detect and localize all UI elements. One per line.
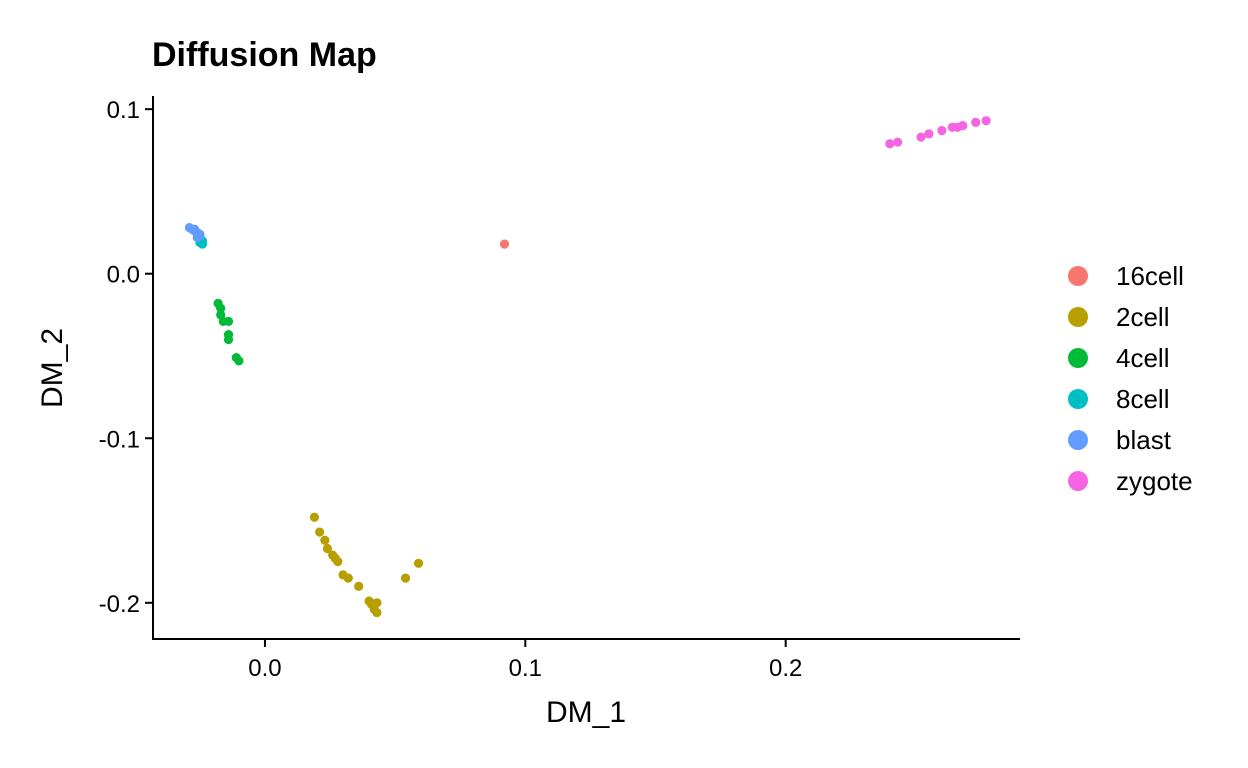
data-point <box>320 535 330 545</box>
x-tick-label: 0.1 <box>509 655 542 682</box>
data-point <box>372 598 382 608</box>
data-point <box>343 573 353 583</box>
chart-title: Diffusion Map <box>152 36 377 74</box>
legend-key <box>1068 307 1088 327</box>
data-point <box>223 334 234 345</box>
legend-item-8cell: 8cell <box>1068 384 1169 414</box>
legend-item-blast: blast <box>1068 425 1172 455</box>
y-tick-label: 0.1 <box>107 97 140 124</box>
data-point <box>309 512 320 522</box>
data-point <box>893 137 903 147</box>
x-tick-label: 0.2 <box>769 655 802 682</box>
legend-label: 4cell <box>1116 343 1169 373</box>
data-point <box>924 129 934 139</box>
legend-item-16cell: 16cell <box>1068 261 1184 291</box>
data-point <box>333 557 343 567</box>
plot-area <box>184 116 991 618</box>
legend-key <box>1068 430 1088 450</box>
legend-key <box>1068 266 1088 286</box>
data-point <box>223 316 234 327</box>
data-point <box>372 608 382 618</box>
legend-item-4cell: 4cell <box>1068 343 1169 373</box>
data-point <box>315 527 325 537</box>
series-2cell <box>309 512 424 618</box>
data-point <box>216 303 226 313</box>
data-point <box>958 121 968 131</box>
legend-item-2cell: 2cell <box>1068 302 1169 332</box>
legend-label: 8cell <box>1116 384 1169 414</box>
data-point <box>413 558 424 568</box>
data-point <box>885 139 895 149</box>
data-point <box>937 125 947 136</box>
y-tick-label: -0.1 <box>99 426 140 453</box>
data-point <box>192 232 202 243</box>
data-point <box>981 116 991 126</box>
series-zygote <box>885 116 991 149</box>
x-axis: 0.0 0.1 0.2 <box>152 638 1020 682</box>
series-16cell <box>499 239 510 249</box>
data-point <box>197 239 208 249</box>
data-point <box>234 356 244 366</box>
data-point <box>322 543 333 554</box>
series-4cell <box>213 298 244 366</box>
y-tick-label: 0.0 <box>107 262 140 289</box>
legend-key <box>1068 348 1088 368</box>
data-point <box>499 239 510 249</box>
legend-label: 2cell <box>1116 302 1169 332</box>
data-point <box>354 581 364 591</box>
legend-label: blast <box>1116 425 1172 455</box>
y-axis: 0.1 0.0 -0.1 -0.2 <box>99 96 154 640</box>
legend-item-zygote: zygote <box>1068 466 1193 496</box>
data-point <box>400 573 411 583</box>
x-tick-label: 0.0 <box>248 655 281 682</box>
legend: 16cell 2cell 4cell 8cell blast zygote <box>1068 261 1193 496</box>
data-point <box>971 117 981 127</box>
series-blast <box>184 223 205 243</box>
legend-label: zygote <box>1116 466 1193 496</box>
legend-key <box>1068 471 1088 491</box>
y-axis-title: DM_2 <box>36 328 69 408</box>
y-tick-label: -0.2 <box>99 591 140 618</box>
data-point <box>916 132 926 142</box>
legend-key <box>1068 389 1088 409</box>
x-axis-title: DM_1 <box>546 696 626 729</box>
legend-label: 16cell <box>1116 261 1184 291</box>
